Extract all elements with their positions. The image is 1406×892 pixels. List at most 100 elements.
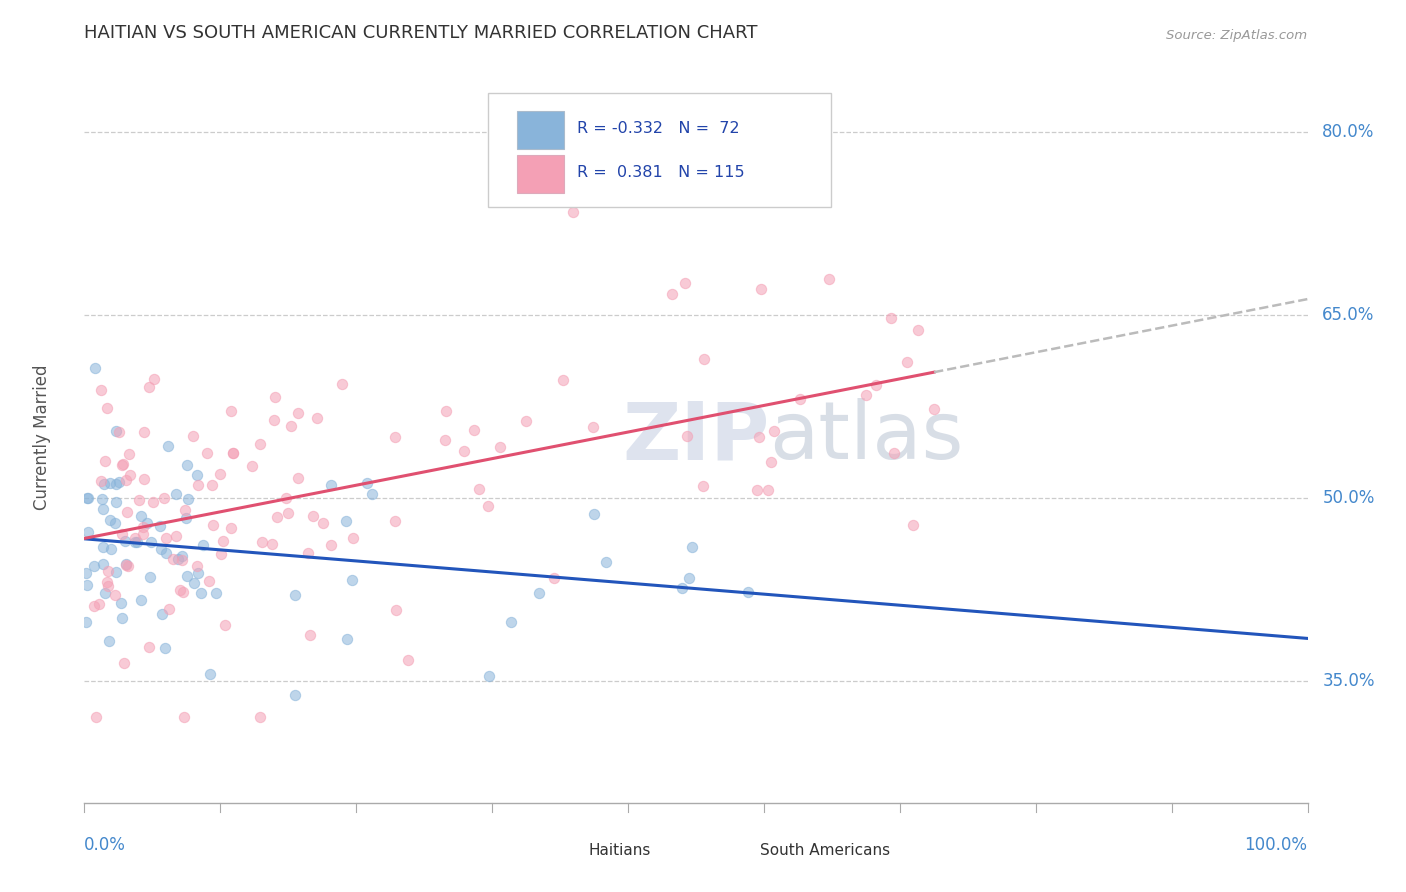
Point: [433, 434, 456, 448]
Point: [105, 494, 128, 508]
Point: [249, 710, 271, 724]
Point: [488, 440, 510, 454]
Point: [91, 558, 114, 572]
Text: R = -0.332   N =  72: R = -0.332 N = 72: [578, 121, 740, 136]
Point: [340, 573, 363, 587]
Point: [883, 446, 905, 460]
Point: [91, 540, 114, 554]
Point: [84, 710, 107, 724]
Point: [107, 475, 129, 489]
Point: [747, 483, 769, 498]
Point: [83, 599, 105, 614]
Point: [262, 536, 284, 550]
Point: [132, 472, 155, 486]
Point: [319, 538, 342, 552]
Point: [865, 378, 887, 392]
Point: [150, 607, 173, 621]
Point: [280, 419, 302, 434]
Point: [209, 467, 232, 482]
Text: Source: ZipAtlas.com: Source: ZipAtlas.com: [1167, 29, 1308, 42]
Point: [661, 286, 683, 301]
Point: [129, 508, 152, 523]
Point: [477, 500, 499, 514]
Point: [141, 535, 163, 549]
Point: [77, 524, 100, 539]
Text: 65.0%: 65.0%: [1322, 306, 1375, 324]
Point: [177, 492, 200, 507]
Point: [118, 447, 141, 461]
Point: [125, 534, 148, 549]
Text: atlas: atlas: [769, 398, 963, 476]
Text: 80.0%: 80.0%: [1322, 123, 1375, 141]
Point: [138, 380, 160, 394]
Bar: [517, 154, 564, 193]
Point: [896, 355, 918, 369]
Point: [169, 582, 191, 597]
Point: [176, 569, 198, 583]
Point: [553, 373, 575, 387]
Point: [384, 514, 406, 528]
Point: [89, 597, 111, 611]
Point: [157, 601, 180, 615]
Point: [110, 596, 132, 610]
Point: [94, 454, 117, 468]
Point: [191, 538, 214, 552]
Point: [162, 552, 184, 566]
Point: [104, 516, 127, 531]
Point: [138, 640, 160, 655]
Point: [748, 430, 770, 444]
Point: [692, 479, 714, 493]
Point: [187, 566, 209, 580]
Point: [212, 534, 235, 549]
FancyBboxPatch shape: [488, 94, 831, 207]
Point: [96, 575, 118, 590]
Point: [143, 372, 166, 386]
Point: [98, 475, 121, 490]
Point: [152, 491, 174, 505]
Point: [361, 487, 384, 501]
Point: [759, 455, 782, 469]
Point: [93, 477, 115, 491]
Text: South Americans: South Americans: [759, 843, 890, 858]
Point: [75, 566, 97, 581]
Point: [277, 506, 299, 520]
Point: [319, 478, 342, 492]
Point: [77, 491, 100, 505]
Point: [478, 669, 501, 683]
Point: [751, 281, 773, 295]
Point: [195, 446, 218, 460]
Point: [202, 517, 225, 532]
Text: Currently Married: Currently Married: [32, 364, 51, 510]
Point: [880, 310, 903, 325]
Point: [301, 508, 323, 523]
Point: [132, 519, 155, 533]
Point: [157, 439, 180, 453]
Point: [330, 377, 353, 392]
Point: [501, 615, 523, 629]
Point: [214, 618, 236, 632]
Point: [907, 323, 929, 337]
Point: [105, 565, 128, 579]
Point: [855, 388, 877, 402]
Point: [356, 475, 378, 490]
Point: [165, 529, 187, 543]
Point: [83, 559, 105, 574]
Point: [104, 476, 127, 491]
Text: Haitians: Haitians: [588, 843, 651, 858]
Point: [104, 424, 127, 438]
Point: [582, 507, 605, 521]
Point: [114, 534, 136, 549]
Point: [252, 535, 274, 549]
Point: [120, 468, 142, 483]
Point: [76, 491, 98, 505]
Point: [114, 558, 136, 572]
Point: [115, 505, 138, 519]
Point: [758, 483, 780, 498]
Point: [111, 610, 134, 624]
Point: [562, 204, 585, 219]
Point: [117, 559, 139, 574]
Point: [312, 516, 335, 531]
Point: [222, 446, 245, 460]
Point: [111, 527, 134, 541]
Point: [76, 578, 98, 592]
